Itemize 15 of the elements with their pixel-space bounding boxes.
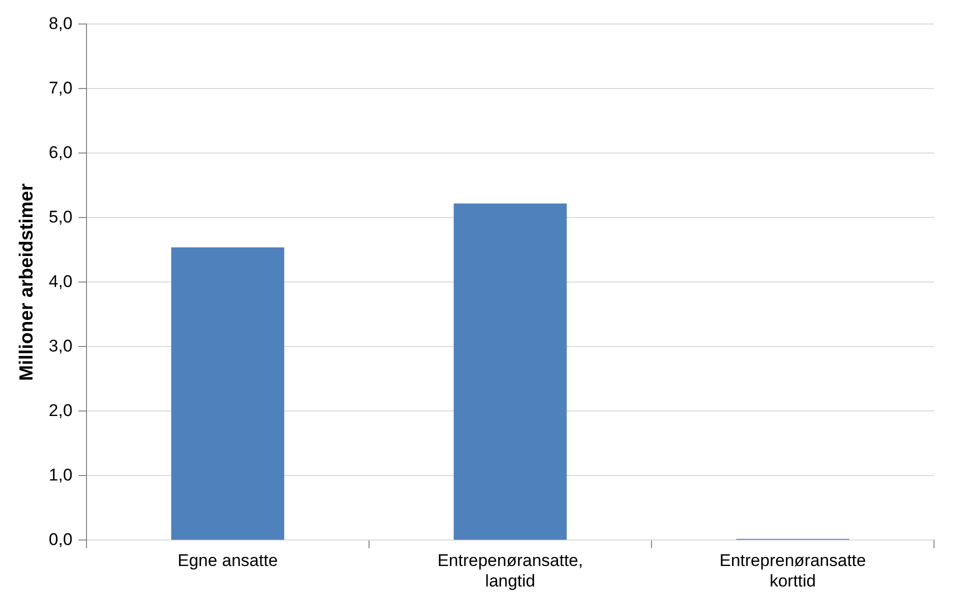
y-axis-title: Millioner arbeidstimer <box>16 182 38 381</box>
y-tick-label: 6,0 <box>48 142 72 162</box>
x-tick-label: Egne ansatte <box>178 551 278 570</box>
x-tick-label: Entreprenøransatte korttid <box>720 551 866 590</box>
x-tick-label: Entrepenøransatte, langtid <box>437 551 583 590</box>
bar <box>454 204 567 540</box>
bar <box>171 247 284 540</box>
y-tick-label: 4,0 <box>48 272 72 291</box>
y-tick-label: 2,0 <box>48 400 72 420</box>
y-tick-label: 3,0 <box>48 336 72 356</box>
y-tick-label: 5,0 <box>48 207 72 226</box>
y-tick-label: 1,0 <box>48 465 72 484</box>
y-tick-label: 8,0 <box>48 14 72 33</box>
y-tick-label: 7,0 <box>48 78 72 98</box>
y-tick-label: 0,0 <box>48 530 72 549</box>
